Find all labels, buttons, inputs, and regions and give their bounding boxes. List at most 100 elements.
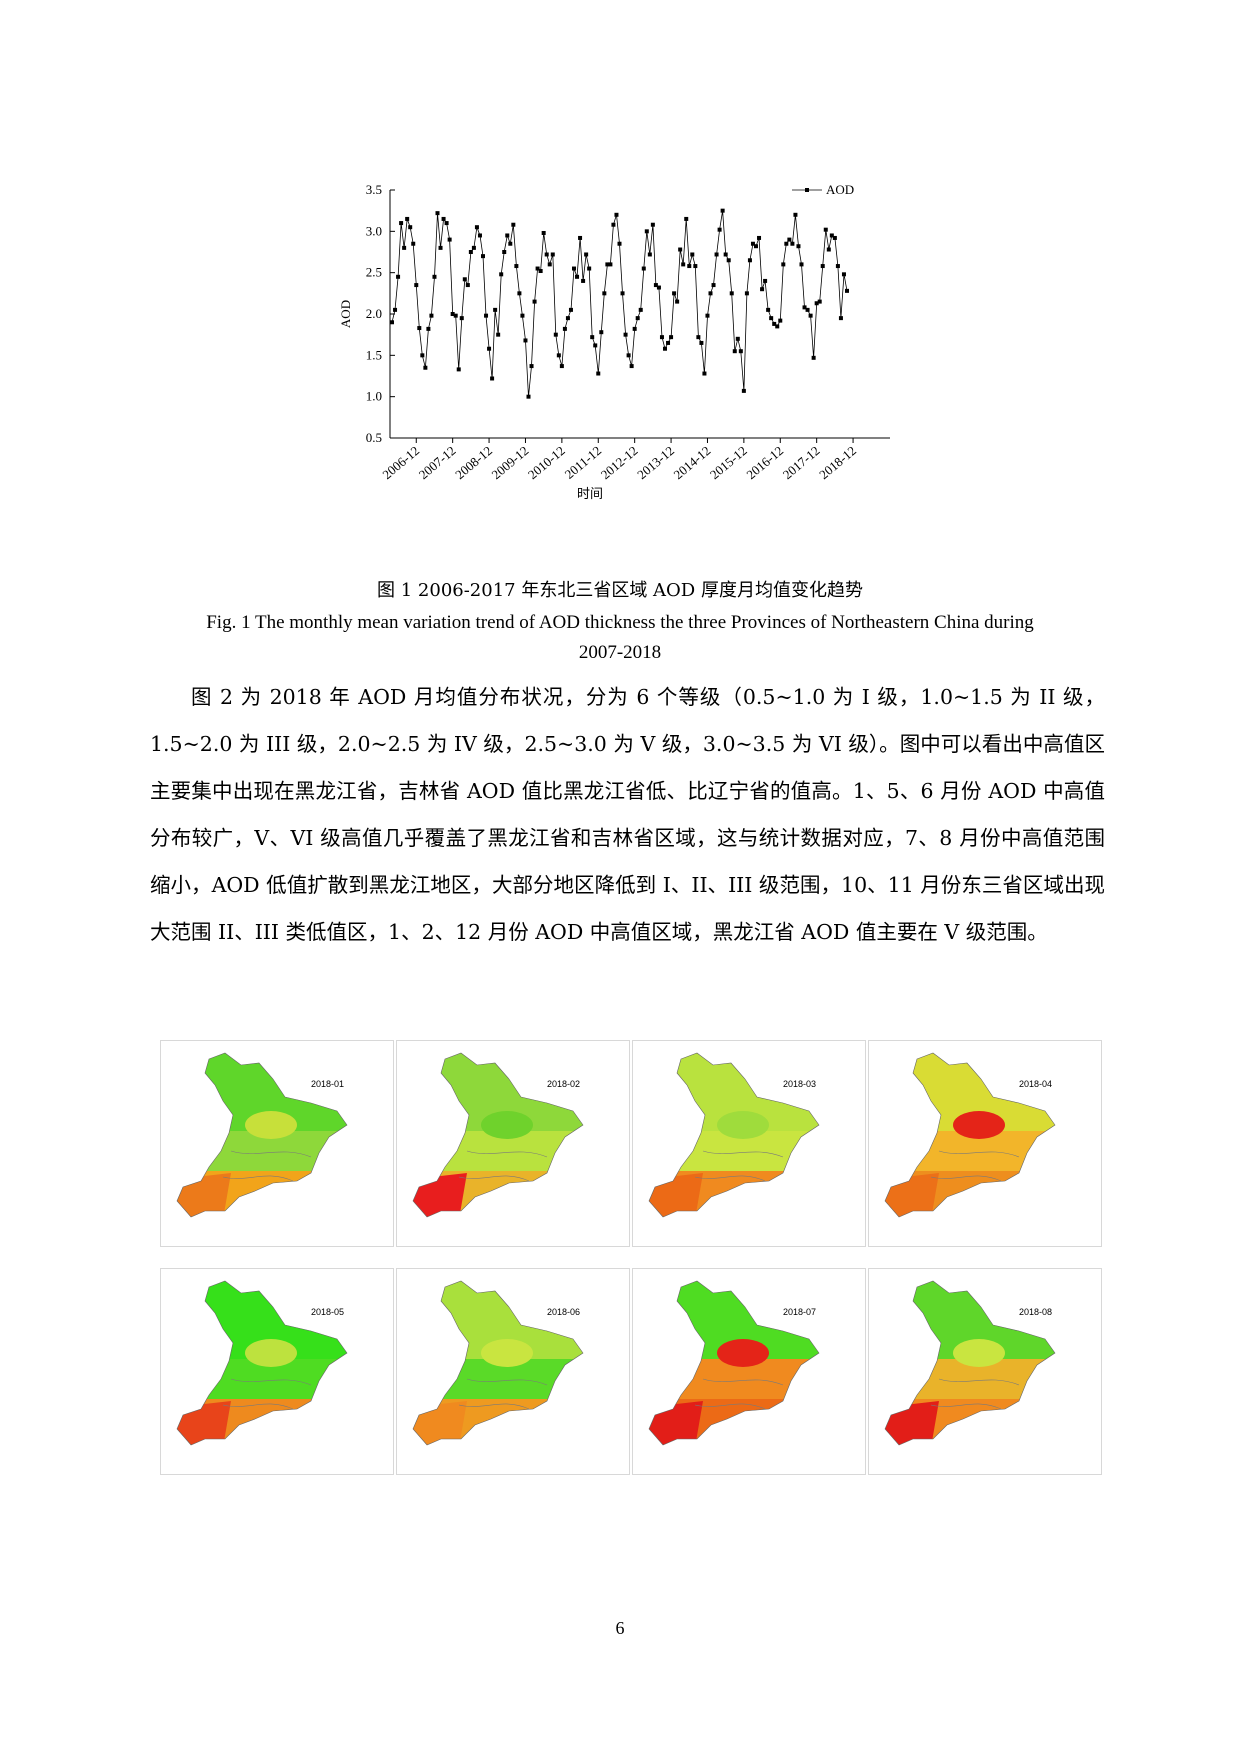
aod-data-point [763, 278, 768, 283]
y-tick-label: 3.5 [366, 182, 382, 197]
map-panel-2018-05: 2018-05 [160, 1268, 394, 1475]
southwest-region [649, 1173, 703, 1217]
province-border [466, 1150, 548, 1158]
aod-data-point [465, 283, 470, 288]
aod-data-point [447, 237, 452, 242]
aod-data-point [459, 316, 464, 321]
aod-data-point [687, 264, 692, 269]
aod-data-point [796, 244, 801, 249]
aod-data-point [641, 266, 646, 271]
aod-data-point [760, 287, 765, 292]
aod-data-point [741, 388, 746, 393]
accent-region [481, 1339, 533, 1367]
aod-data-point [596, 371, 601, 376]
southwest-region [177, 1173, 231, 1217]
accent-region [481, 1111, 533, 1139]
map-outline [648, 1052, 820, 1218]
y-tick-label: 2.5 [366, 265, 382, 280]
aod-data-point [505, 233, 510, 238]
aod-data-point [778, 318, 783, 323]
aod-data-point [441, 216, 446, 221]
aod-data-point [484, 313, 489, 318]
aod-data-point [556, 353, 561, 358]
accent-region [717, 1111, 769, 1139]
aod-data-point [511, 222, 516, 227]
aod-data-point [666, 340, 671, 345]
aod-data-point [417, 326, 422, 331]
aod-data-point [620, 291, 625, 296]
aod-data-point [602, 291, 607, 296]
aod-data-point [808, 313, 813, 318]
aod-data-point [599, 330, 604, 335]
aod-data-point [629, 364, 634, 369]
map-month-label: 2018-07 [783, 1307, 816, 1317]
aod-data-point [820, 264, 825, 269]
y-tick-label: 1.5 [366, 347, 382, 362]
aod-data-point [775, 324, 780, 329]
aod-data-point [659, 335, 664, 340]
aod-data-point [523, 338, 528, 343]
x-tick-label: 2018-12 [816, 443, 859, 482]
aod-data-point [678, 247, 683, 252]
aod-data-point [474, 225, 479, 230]
province-border [938, 1378, 1020, 1386]
aod-data-point [487, 346, 492, 351]
province-border [466, 1378, 548, 1386]
x-tick-label: 2012-12 [598, 443, 641, 482]
aod-data-point [575, 274, 580, 279]
aod-data-point [408, 225, 413, 230]
aod-data-point [729, 291, 734, 296]
province-border [230, 1378, 312, 1386]
aod-data-point [529, 364, 534, 369]
aod-data-point [514, 264, 519, 269]
aod-data-point [568, 307, 573, 312]
province-border [938, 1150, 1020, 1158]
southwest-region [649, 1401, 703, 1445]
map-outline [412, 1052, 584, 1218]
x-tick-label: 2013-12 [634, 443, 677, 482]
map-fill-regions [885, 1053, 1055, 1217]
aod-data-point [471, 245, 476, 250]
legend-marker [805, 188, 809, 192]
aod-map: 2018-04 [884, 1052, 1056, 1218]
aod-data-point [647, 252, 652, 257]
map-panel-2018-06: 2018-06 [396, 1268, 630, 1475]
aod-data-point [565, 316, 570, 321]
aod-data-point [608, 262, 613, 267]
map-fill-regions [649, 1281, 819, 1445]
x-tick-label: 2008-12 [452, 443, 495, 482]
aod-data-point [493, 307, 498, 312]
map-panel-2018-01: 2018-01 [160, 1040, 394, 1247]
aod-data-point [714, 252, 719, 257]
province-border [458, 1175, 530, 1182]
aod-data-point [790, 241, 795, 246]
province-border [702, 1378, 784, 1386]
aod-data-point [684, 216, 689, 221]
map-outline [884, 1280, 1056, 1446]
aod-data-point [423, 365, 428, 370]
aod-data-point [799, 262, 804, 267]
map-outline [648, 1280, 820, 1446]
aod-data-point [626, 353, 631, 358]
map-fill-regions [177, 1053, 347, 1217]
southwest-region [413, 1173, 467, 1217]
map-fill-regions [649, 1053, 819, 1217]
aod-map: 2018-08 [884, 1280, 1056, 1446]
aod-data-point [572, 266, 576, 271]
aod-data-point [811, 355, 816, 360]
aod-data-point [520, 313, 525, 318]
aod-data-point [578, 235, 583, 240]
aod-data-point [669, 335, 674, 340]
aod-map: 2018-06 [412, 1280, 584, 1446]
map-panel-2018-02: 2018-02 [396, 1040, 630, 1247]
accent-region [245, 1111, 297, 1139]
aod-map: 2018-01 [176, 1052, 348, 1218]
x-tick-label: 2009-12 [489, 443, 532, 482]
aod-data-point [787, 237, 792, 242]
aod-data-point [590, 335, 595, 340]
province-border [694, 1175, 766, 1182]
aod-data-point [690, 252, 695, 257]
aod-data-point [732, 349, 737, 354]
legend-label: AOD [826, 182, 854, 197]
aod-data-point [735, 336, 740, 341]
